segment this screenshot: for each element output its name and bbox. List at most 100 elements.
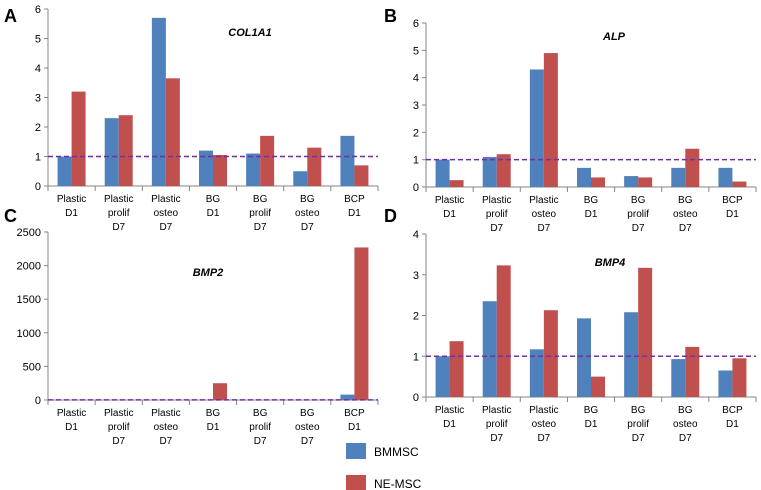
panel-label: C [4, 206, 17, 226]
x-tick-label: prolif [486, 419, 508, 430]
bar-ne-msc-4 [591, 177, 605, 187]
bar-bmmsc-2 [482, 301, 497, 397]
x-tick-label: prolif [249, 208, 271, 219]
x-tick-label: D1 [348, 208, 361, 219]
y-tick-label: 1 [413, 351, 419, 363]
bar-ne-msc-7 [354, 165, 369, 186]
panel-label: B [384, 6, 397, 26]
x-tick-label: D1 [726, 419, 739, 430]
chart-title: ALP [602, 31, 626, 43]
x-tick-label: D1 [585, 209, 598, 220]
x-tick-label: D1 [65, 422, 78, 433]
bar-bmmsc-6 [671, 359, 686, 397]
bar-ne-msc-5 [638, 177, 653, 187]
x-tick-label: prolif [249, 422, 271, 433]
y-tick-label: 0 [35, 395, 41, 407]
x-tick-label: BG [206, 408, 221, 419]
bar-ne-msc-7 [732, 181, 747, 187]
bar-bmmsc-6 [671, 167, 686, 187]
bar-ne-msc-4 [213, 155, 227, 186]
bar-bmmsc-3 [529, 349, 544, 397]
y-tick-label: 1000 [17, 328, 41, 340]
x-tick-label: prolif [108, 422, 130, 433]
bar-bmmsc-7 [718, 167, 733, 187]
x-tick-label: D7 [301, 436, 314, 447]
x-tick-label: D7 [301, 222, 314, 233]
bar-bmmsc-1 [57, 156, 72, 186]
panel-label: A [4, 6, 17, 26]
bar-bmmsc-4 [577, 318, 591, 397]
bar-ne-msc-2 [496, 154, 511, 187]
x-tick-label: BG [253, 194, 268, 205]
bar-ne-msc-7 [732, 358, 747, 397]
legend-swatch-bmmsc [346, 443, 366, 459]
x-tick-label: Plastic [151, 194, 180, 205]
x-tick-label: D7 [679, 433, 692, 444]
y-tick-label: 1500 [17, 294, 41, 306]
x-tick-label: BG [678, 195, 693, 206]
bar-ne-msc-2 [496, 265, 511, 397]
x-tick-label: D7 [632, 433, 645, 444]
bar-ne-msc-1 [449, 341, 464, 397]
bar-ne-msc-3 [165, 78, 180, 186]
x-tick-label: Plastic [104, 194, 133, 205]
x-tick-label: BCP [344, 194, 365, 205]
y-tick-label: 6 [413, 18, 419, 30]
x-tick-label: D1 [443, 209, 456, 220]
x-tick-label: D7 [632, 223, 645, 234]
bar-ne-msc-1 [71, 91, 86, 186]
x-tick-label: Plastic [104, 408, 133, 419]
bar-bmmsc-3 [529, 69, 544, 187]
bar-bmmsc-3 [151, 17, 166, 186]
legend: BMMSC NE-MSC [346, 443, 422, 490]
x-tick-label: BCP [722, 195, 743, 206]
bar-bmmsc-6 [293, 171, 308, 186]
y-tick-label: 4 [35, 63, 41, 75]
bar-bmmsc-7 [718, 370, 733, 397]
bar-ne-msc-6 [307, 147, 322, 186]
y-tick-label: 2 [413, 127, 419, 139]
bar-ne-msc-6 [685, 148, 700, 187]
bar-ne-msc-3 [543, 310, 558, 397]
x-tick-label: BCP [722, 405, 743, 416]
x-tick-label: BG [300, 194, 315, 205]
x-tick-label: D7 [112, 222, 125, 233]
x-tick-label: osteo [673, 419, 698, 430]
bar-ne-msc-2 [118, 115, 133, 186]
y-tick-label: 2000 [17, 261, 41, 273]
x-tick-label: D1 [207, 208, 220, 219]
chart-panel-B: B 0 1 2 3 4 5 6 Plastic D1 Plastic prolif D7 Plastic o… [384, 6, 757, 234]
x-tick-label: BG [206, 194, 221, 205]
bar-bmmsc-4 [577, 167, 591, 187]
x-tick-label: osteo [295, 208, 320, 219]
x-tick-label: osteo [154, 422, 179, 433]
y-tick-label: 0 [35, 181, 41, 193]
x-tick-label: osteo [532, 209, 557, 220]
chart-title: BMP2 [193, 267, 224, 279]
legend-label-bmmsc: BMMSC [374, 445, 419, 459]
legend-swatch-ne-msc [346, 475, 366, 490]
y-tick-label: 500 [23, 361, 41, 373]
x-tick-label: D1 [207, 422, 220, 433]
x-tick-label: D7 [537, 433, 550, 444]
x-tick-label: D1 [443, 419, 456, 430]
x-tick-label: D1 [348, 422, 361, 433]
x-tick-label: D7 [159, 436, 172, 447]
bar-bmmsc-4 [199, 150, 213, 186]
x-tick-label: Plastic [57, 408, 86, 419]
y-tick-label: 4 [413, 229, 419, 241]
x-tick-label: Plastic [482, 195, 511, 206]
y-tick-label: 1 [35, 152, 41, 164]
bar-bmmsc-2 [482, 156, 497, 187]
y-tick-label: 4 [413, 73, 419, 85]
chart-panel-C: C 0 500 1000 1500 2000 2500 Plastic D1 Plastic pro… [4, 206, 379, 447]
x-tick-label: D1 [65, 208, 78, 219]
x-tick-label: Plastic [529, 195, 558, 206]
x-tick-label: D7 [254, 222, 267, 233]
x-tick-label: prolif [627, 419, 649, 430]
bar-ne-msc-4 [591, 376, 605, 397]
x-tick-label: Plastic [529, 405, 558, 416]
bar-bmmsc-7 [340, 394, 355, 400]
panel-label: D [384, 206, 397, 226]
y-tick-label: 3 [413, 270, 419, 282]
